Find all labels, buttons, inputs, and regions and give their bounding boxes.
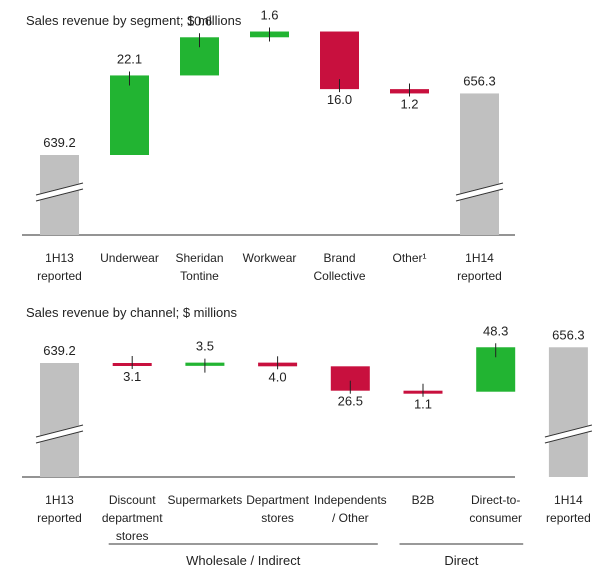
category-label: Supermarkets [168,493,243,507]
category-label: Sheridan Tontine [175,251,223,283]
axis-break-mark [544,424,593,444]
category-label: B2B [412,493,435,507]
data-label: 639.2 [43,135,76,150]
data-label: 639.2 [43,343,76,358]
axis-break-mark [35,188,84,202]
category-label: Department stores [246,493,309,525]
axis-break-mark [544,430,593,444]
data-label: 656.3 [463,73,496,88]
increase-bar [110,75,149,155]
axis-break-mark [35,182,84,196]
axis-break-mark [544,424,593,438]
category-label: Underwear [100,251,159,265]
data-label: 656.3 [552,327,585,342]
channel-chart-title: Sales revenue by channel; $ millions [26,305,238,320]
data-label: 1.2 [400,96,418,111]
data-label: 16.0 [327,92,352,107]
axis-break-mark [35,424,84,444]
total-bar [460,93,499,235]
axis-break-mark [35,430,84,444]
axis-break-mark [455,182,504,202]
category-label: Brand Collective [313,251,365,283]
data-label: 48.3 [483,323,508,338]
segment-waterfall: 639.2 1H13 reported 22.1 Underwear 10.6 Sherid… [22,8,515,283]
category-label: Other¹ [392,251,426,265]
data-label: 10.6 [187,13,212,28]
data-label: 3.5 [196,339,214,354]
category-label: Workwear [243,251,297,265]
segment-chart-title: Sales revenue by segment; $ millions [26,13,242,28]
axis-break-mark [455,182,504,196]
data-label: 4.0 [269,369,287,384]
category-label: Direct-to-consumer [469,493,522,525]
category-label: 1H14 reported [546,493,591,525]
group-label: Wholesale / Indirect [186,553,301,568]
category-label: 1H13 reported [37,493,82,525]
category-label: 1H14 reported [457,251,502,283]
total-bar [548,347,588,477]
group-label: Direct [444,553,478,568]
total-bar [40,363,79,477]
axis-break-mark [35,182,84,202]
data-label: 3.1 [123,369,141,384]
data-label: 1.6 [260,8,278,23]
axis-break-mark [35,424,84,438]
data-label: 22.1 [117,51,142,66]
axis-break-mark [455,188,504,202]
category-label: Discount department stores [102,493,163,543]
data-label: 26.5 [338,394,363,409]
data-label: 1.1 [414,397,432,412]
category-label: 1H13 reported [37,251,82,283]
category-label: Independents / Other [314,493,387,525]
channel-waterfall: 639.2 1H13 reported 3.1 Discount department st… [22,323,593,568]
